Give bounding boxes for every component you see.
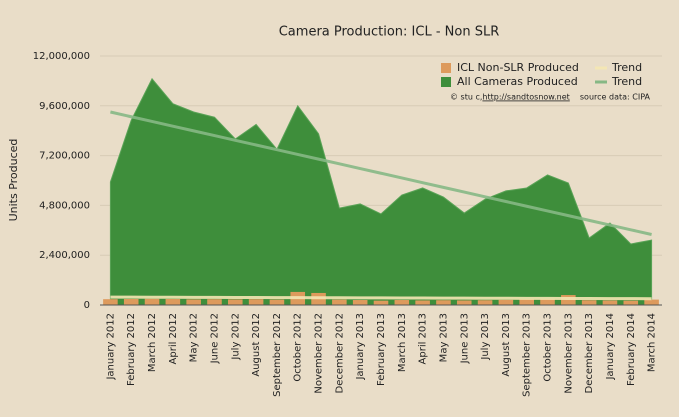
x-tick-label: June 2012 xyxy=(209,313,220,364)
bar xyxy=(456,300,472,305)
trend-line xyxy=(110,295,652,301)
bar xyxy=(415,300,430,305)
x-tick-label: May 2013 xyxy=(438,313,449,362)
y-tick-label: 4,800,000 xyxy=(39,200,90,211)
y-tick-label: 2,400,000 xyxy=(39,250,90,261)
legend-label: Trend xyxy=(611,75,642,88)
x-tick-label: October 2012 xyxy=(293,313,304,382)
bar xyxy=(477,300,493,305)
bar xyxy=(332,299,347,305)
bar xyxy=(269,299,285,305)
bar xyxy=(207,299,222,305)
bar xyxy=(498,299,514,305)
bar xyxy=(352,300,368,305)
bar xyxy=(623,300,639,305)
y-tick-label: 9,600,000 xyxy=(39,101,90,112)
x-tick-label: October 2013 xyxy=(543,313,554,382)
x-tick-label: March 2013 xyxy=(397,313,408,372)
bar xyxy=(519,299,534,305)
x-tick-label: November 2012 xyxy=(314,313,325,394)
bar xyxy=(248,299,264,305)
bar xyxy=(436,300,451,305)
area xyxy=(109,77,653,306)
x-tick-label: August 2013 xyxy=(501,313,512,377)
legend-label: ICL Non-SLR Produced xyxy=(457,61,579,74)
x-tick-label: June 2013 xyxy=(459,313,470,364)
annotation-link: http://sandtosnow.net xyxy=(482,93,569,102)
bar xyxy=(165,298,181,305)
y-axis-label: Units Produced xyxy=(7,139,20,222)
bar xyxy=(394,300,410,305)
x-tick-label: July 2013 xyxy=(480,313,491,361)
legend-label: All Cameras Produced xyxy=(457,75,578,88)
y-tick-label: 7,200,000 xyxy=(39,151,90,162)
trend-line xyxy=(110,110,652,236)
x-tick-label: February 2012 xyxy=(126,313,137,386)
bar xyxy=(228,299,243,305)
x-tick-label: July 2012 xyxy=(230,313,241,361)
x-tick-label: April 2012 xyxy=(168,313,179,364)
x-tick-label: September 2012 xyxy=(272,313,283,397)
bar xyxy=(123,298,139,305)
bar xyxy=(644,299,659,305)
x-tick-label: March 2014 xyxy=(647,313,658,372)
annotation: © stu c, xyxy=(450,93,482,102)
legend-label: Trend xyxy=(611,61,642,74)
bar xyxy=(581,300,597,305)
bar xyxy=(540,298,555,305)
x-tick-label: January 2014 xyxy=(605,313,616,381)
x-tick-label: February 2014 xyxy=(626,313,637,386)
x-tick-label: January 2012 xyxy=(105,313,116,381)
x-tick-label: December 2012 xyxy=(334,313,345,393)
bar xyxy=(373,300,389,305)
x-tick-label: September 2013 xyxy=(522,313,533,397)
x-tick-label: May 2012 xyxy=(189,313,200,362)
bar xyxy=(602,300,618,305)
x-tick-label: January 2013 xyxy=(355,313,366,381)
x-tick-label: December 2013 xyxy=(584,313,595,393)
bar xyxy=(103,299,118,305)
x-tick-label: August 2012 xyxy=(251,313,262,377)
bar xyxy=(561,295,576,305)
y-tick-label: 12,000,000 xyxy=(33,51,90,62)
x-tick-label: November 2013 xyxy=(563,313,574,394)
bar xyxy=(186,299,201,305)
y-tick-label: 0 xyxy=(84,300,90,311)
chart-title: Camera Production: ICL - Non SLR xyxy=(279,25,500,40)
legend-swatch xyxy=(441,63,451,73)
x-tick-label: March 2012 xyxy=(147,313,158,372)
x-tick-label: April 2013 xyxy=(418,313,429,364)
bar xyxy=(144,298,160,305)
x-tick-label: February 2013 xyxy=(376,313,387,386)
legend-swatch xyxy=(441,77,451,87)
annotation: source data: CIPA xyxy=(580,93,651,102)
